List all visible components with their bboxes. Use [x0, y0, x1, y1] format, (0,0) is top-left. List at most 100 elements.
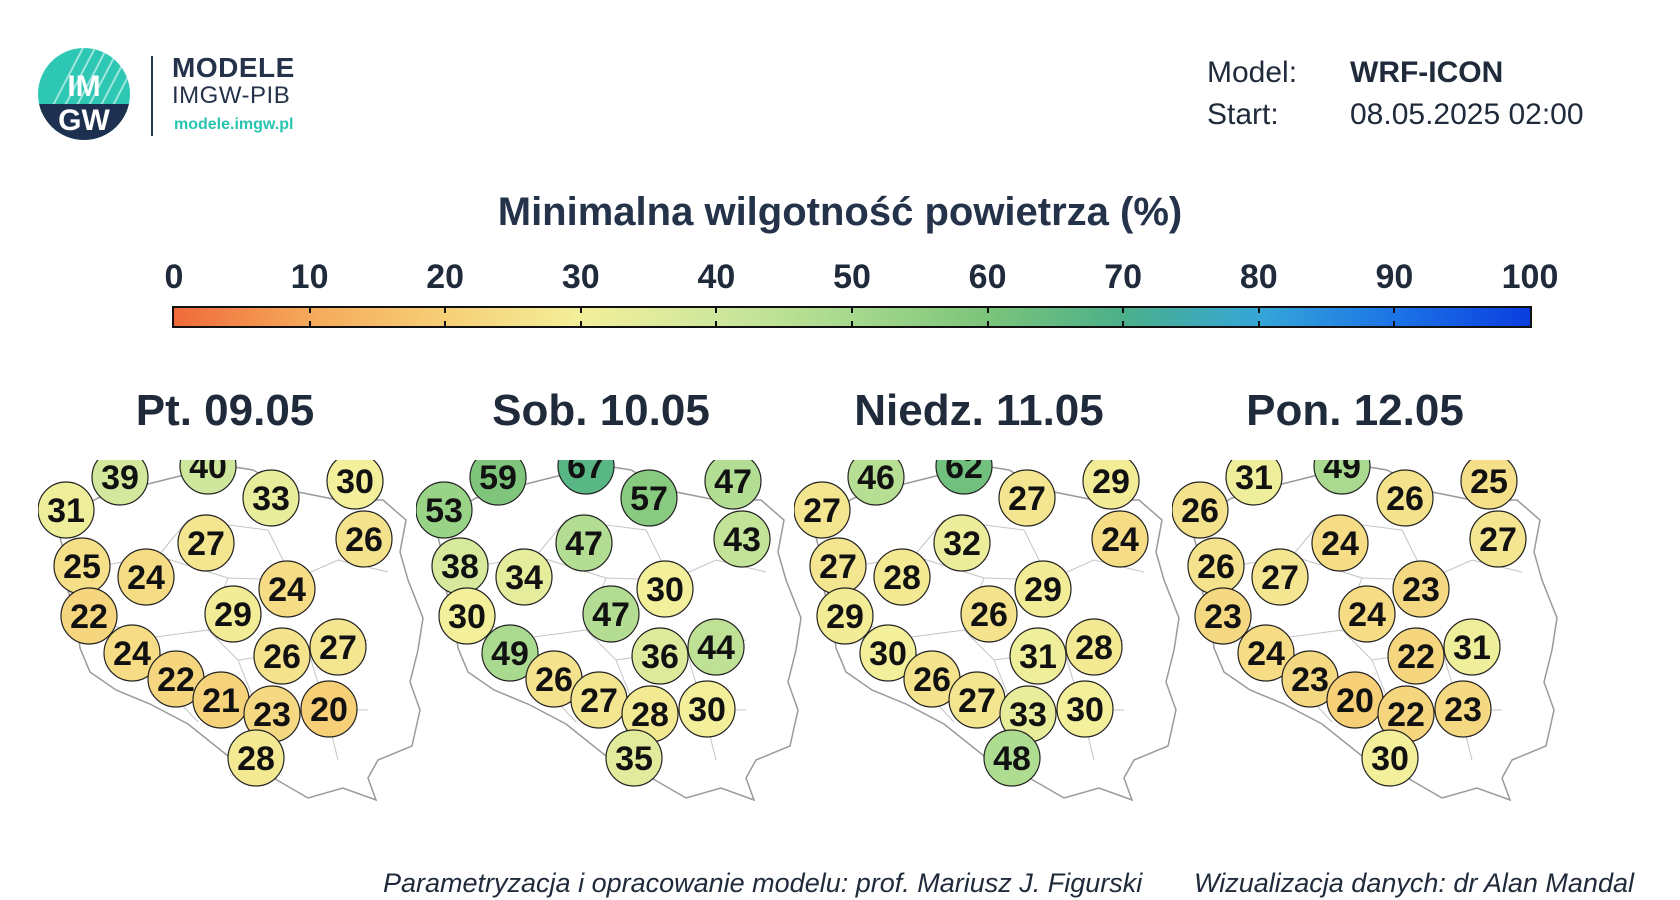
start-label: Start: — [1207, 98, 1279, 131]
humidity-point: 26 — [525, 650, 583, 708]
colorbar-tick-label: 90 — [1375, 258, 1414, 296]
humidity-value: 62 — [945, 460, 983, 486]
humidity-value: 24 — [127, 559, 165, 597]
humidity-point: 22 — [1387, 627, 1445, 685]
humidity-value: 24 — [1348, 596, 1386, 634]
humidity-value: 25 — [63, 548, 101, 586]
humidity-value: 26 — [263, 638, 301, 676]
colorbar-tick-mark — [579, 308, 582, 326]
humidity-value: 27 — [958, 682, 996, 720]
humidity-bubble — [1082, 460, 1140, 510]
humidity-point: 24 — [1091, 510, 1149, 568]
humidity-value: 23 — [1444, 691, 1482, 729]
brand-org: IMGW-PIB — [172, 82, 291, 109]
humidity-value: 28 — [631, 696, 669, 734]
start-value: 08.05.2025 02:00 — [1350, 98, 1584, 131]
colorbar-tick-mark — [308, 308, 311, 326]
humidity-value: 27 — [1261, 559, 1299, 597]
humidity-bubble — [258, 560, 316, 618]
humidity-bubble — [1392, 560, 1450, 618]
humidity-point: 28 — [873, 548, 931, 606]
humidity-point: 33 — [999, 685, 1057, 743]
humidity-bubble — [326, 460, 384, 510]
humidity-value: 25 — [1470, 463, 1508, 501]
humidity-bubble — [179, 460, 237, 495]
humidity-bubble — [204, 585, 262, 643]
humidity-bubble — [1056, 680, 1114, 738]
humidity-value: 29 — [214, 596, 252, 634]
colorbar-tick-label: 100 — [1501, 258, 1559, 296]
humidity-bubble — [91, 460, 149, 506]
humidity-bubble — [704, 460, 762, 510]
humidity-value: 48 — [993, 740, 1031, 778]
humidity-point: 43 — [713, 510, 771, 568]
humidity-bubble — [794, 481, 851, 539]
humidity-point: 36 — [631, 627, 689, 685]
humidity-point: 29 — [204, 585, 262, 643]
humidity-value: 47 — [565, 525, 603, 563]
day-label: Sob. 10.05 — [492, 386, 710, 435]
humidity-bubble — [605, 729, 663, 787]
brand-url[interactable]: modele.imgw.pl — [174, 116, 294, 133]
logo-divider — [151, 56, 153, 136]
day-label: Pon. 12.05 — [1246, 386, 1464, 435]
humidity-value: 26 — [913, 661, 951, 699]
humidity-point: 22 — [147, 650, 205, 708]
humidity-bubble — [555, 514, 613, 572]
colorbar-tick-mark — [1122, 308, 1125, 326]
humidity-value: 24 — [113, 635, 151, 673]
humidity-value: 31 — [1235, 460, 1273, 497]
humidity-value: 33 — [252, 480, 290, 518]
humidity-point: 30 — [859, 624, 917, 682]
humidity-value: 47 — [714, 463, 752, 501]
humidity-bubble — [60, 587, 118, 645]
humidity-point: 31 — [1225, 460, 1283, 506]
day-label: Pt. 09.05 — [135, 386, 315, 435]
humidity-bubble — [416, 481, 473, 539]
colorbar-tick-mark — [851, 308, 853, 326]
humidity-value: 30 — [1066, 691, 1104, 729]
humidity-point: 39 — [91, 460, 149, 506]
humidity-point: 26 — [903, 650, 961, 708]
humidity-bubble — [933, 514, 991, 572]
humidity-bubble — [117, 548, 175, 606]
humidity-bubble — [438, 587, 496, 645]
humidity-value: 27 — [187, 525, 225, 563]
humidity-value: 24 — [1101, 521, 1139, 559]
humidity-point: 24 — [1311, 514, 1369, 572]
humidity-bubble — [713, 510, 771, 568]
humidity-point: 47 — [704, 460, 762, 510]
humidity-point: 20 — [1326, 671, 1384, 729]
colorbar-tick-label: 10 — [290, 258, 329, 296]
humidity-value: 29 — [1092, 463, 1130, 501]
humidity-point: 24 — [258, 560, 316, 618]
humidity-bubble — [935, 460, 993, 495]
colorbar-tick-mark — [1257, 308, 1260, 326]
humidity-point: 26 — [1376, 469, 1434, 527]
humidity-point: 30 — [636, 560, 694, 618]
humidity-bubble — [1376, 469, 1434, 527]
humidity-point: 30 — [438, 587, 496, 645]
humidity-point: 57 — [620, 469, 678, 527]
humidity-point: 28 — [227, 729, 285, 787]
humidity-value: 24 — [268, 571, 306, 609]
humidity-value: 39 — [101, 460, 139, 497]
humidity-point: 27 — [809, 537, 867, 595]
humidity-value: 20 — [310, 691, 348, 729]
humidity-bubble — [1237, 624, 1295, 682]
humidity-point: 31 — [1443, 618, 1501, 676]
humidity-point: 21 — [192, 671, 250, 729]
humidity-bubble — [1014, 560, 1072, 618]
humidity-value: 31 — [1453, 629, 1491, 667]
humidity-value: 21 — [202, 682, 240, 720]
humidity-point: 30 — [678, 680, 736, 738]
humidity-bubble — [469, 460, 527, 506]
humidity-value: 22 — [1397, 638, 1435, 676]
humidity-point: 67 — [557, 460, 615, 495]
brand-name: MODELE — [172, 52, 295, 83]
humidity-bubble — [557, 460, 615, 495]
colorbar-tick-label: 60 — [968, 258, 1007, 296]
humidity-bubble — [227, 729, 285, 787]
humidity-bubble — [1443, 618, 1501, 676]
